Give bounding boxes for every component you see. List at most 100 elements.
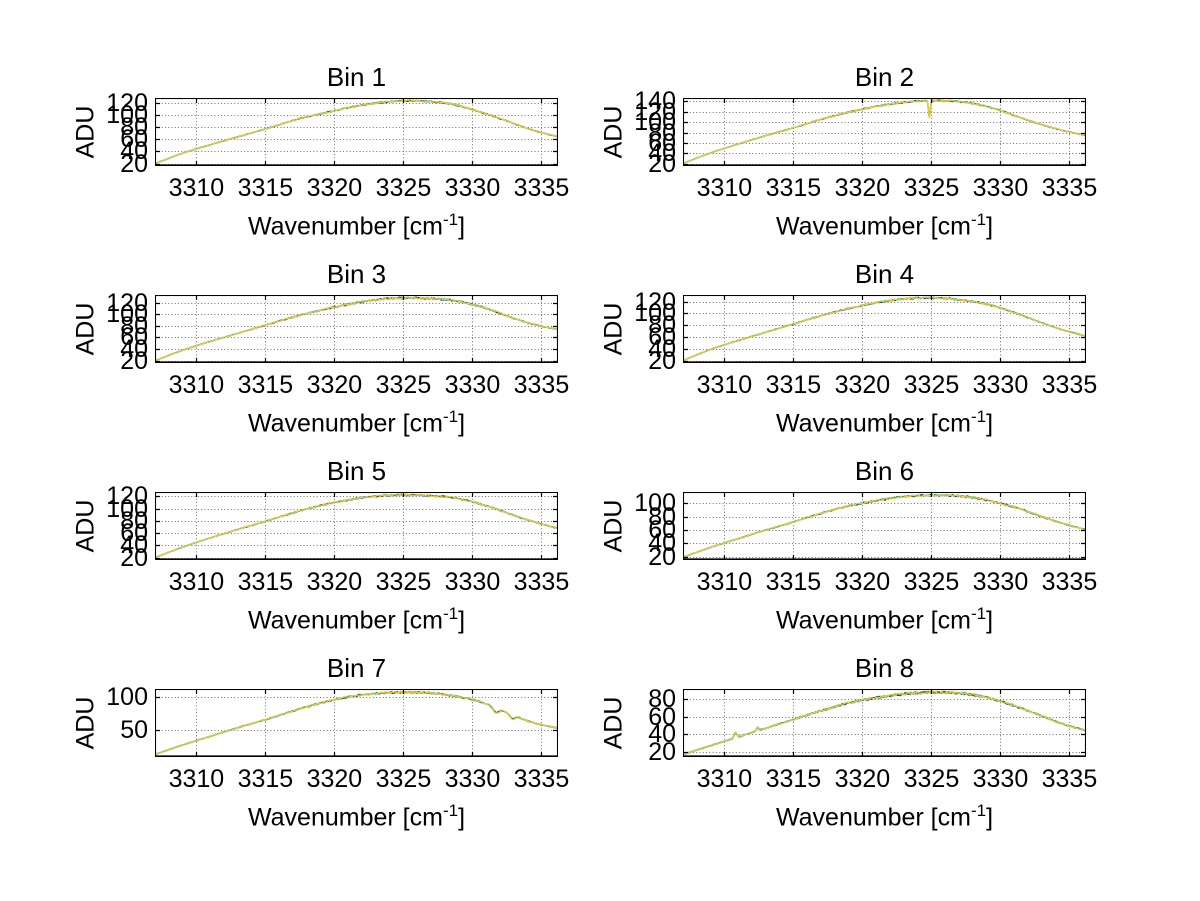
grid-lines (683, 492, 1086, 560)
trace-cyan (155, 690, 558, 755)
trace-blue (683, 494, 1086, 559)
tick-marks (155, 295, 558, 363)
x-tick-label: 3335 (513, 568, 570, 596)
y-tick-label: 80 (120, 311, 148, 340)
grid-lines (155, 98, 558, 166)
plot-area (155, 98, 558, 166)
tick-marks (683, 98, 1086, 166)
x-tick-label: 3310 (168, 568, 225, 596)
axis-box (155, 689, 558, 757)
tick-marks (683, 492, 1086, 560)
plot-area (155, 689, 558, 757)
y-tick-label: 40 (648, 720, 676, 749)
x-axis-label: Wavenumber [cm-1] (715, 801, 1055, 832)
trace-yellow (683, 494, 1086, 558)
y-tick-label: 60 (120, 125, 148, 154)
trace-black (155, 691, 558, 755)
trace-yellow (155, 296, 558, 362)
axis-box (155, 98, 558, 166)
x-axis-label-superscript: -1 (442, 210, 459, 229)
trace-green (683, 690, 1086, 755)
y-tick-label: 40 (120, 335, 148, 364)
subplot-title: Bin 6 (854, 456, 915, 486)
x-tick-label: 3315 (237, 765, 294, 793)
y-tick-label: 60 (648, 322, 676, 351)
trace-yellow (155, 99, 558, 165)
x-axis-label-text: Wavenumber [cm (775, 409, 971, 438)
trace-cyan (155, 296, 558, 362)
x-axis-label-bracket: ] (986, 409, 994, 438)
y-tick-label: 80 (648, 311, 676, 340)
trace-yellow (683, 296, 1086, 362)
subplot-title: Bin 8 (854, 653, 915, 683)
x-tick-label: 3320 (306, 568, 363, 596)
grid-lines (683, 98, 1086, 166)
x-axis-label: Wavenumber [cm-1] (715, 210, 1055, 241)
trace-green (155, 690, 558, 755)
trace-blue (683, 296, 1086, 362)
trace-cyan (683, 690, 1086, 755)
grid-lines (683, 689, 1086, 757)
y-tick-label: 60 (648, 702, 676, 731)
x-tick-label: 3330 (444, 174, 501, 202)
subplot-title: Bin 7 (326, 653, 387, 683)
y-tick-label: 100 (106, 300, 148, 329)
x-axis-label: Wavenumber [cm-1] (715, 407, 1055, 438)
x-tick-label: 3320 (306, 371, 363, 399)
x-tick-label: 3310 (696, 765, 753, 793)
y-tick-label: 40 (120, 531, 148, 560)
x-tick-label: 3325 (375, 568, 432, 596)
trace-cyan (155, 493, 558, 558)
trace-green (155, 99, 558, 164)
x-axis-label-bracket: ] (458, 212, 466, 241)
y-tick-label: 40 (648, 334, 676, 363)
y-tick-label: 60 (120, 519, 148, 548)
trace-yellow (683, 690, 1086, 756)
subplot-title: Bin 4 (854, 259, 915, 289)
y-tick-label: 20 (120, 149, 148, 178)
y-tick-label: 20 (120, 346, 148, 375)
x-tick-label: 3335 (513, 765, 570, 793)
x-tick-label: 3320 (834, 371, 891, 399)
trace-black (155, 493, 558, 559)
x-tick-label: 3310 (696, 568, 753, 596)
x-tick-label: 3320 (306, 765, 363, 793)
x-tick-label: 3330 (972, 765, 1029, 793)
x-axis-label-bracket: ] (458, 606, 466, 635)
tick-marks (683, 689, 1086, 757)
trace-black (683, 691, 1086, 755)
x-tick-label: 3335 (513, 371, 570, 399)
grid-lines (155, 492, 558, 560)
y-tick-label: 100 (106, 683, 148, 711)
trace-green (155, 296, 558, 361)
plot-area (155, 492, 558, 560)
x-axis-label-text: Wavenumber [cm (775, 212, 971, 241)
y-tick-label: 80 (648, 118, 676, 147)
y-tick-label: 60 (648, 516, 676, 544)
x-tick-label: 3315 (237, 568, 294, 596)
axis-box (155, 295, 558, 363)
x-axis-label-bracket: ] (986, 803, 994, 832)
x-tick-label: 3325 (903, 765, 960, 793)
y-tick-label: 80 (120, 506, 148, 535)
trace-blue (155, 691, 558, 756)
y-tick-label: 120 (106, 88, 148, 117)
x-tick-label: 3330 (444, 371, 501, 399)
x-tick-label: 3320 (834, 568, 891, 596)
trace-blue (683, 691, 1086, 756)
x-axis-label-superscript: -1 (970, 604, 987, 623)
x-axis-label: Wavenumber [cm-1] (187, 407, 527, 438)
x-axis-label-text: Wavenumber [cm (247, 409, 443, 438)
x-tick-label: 3330 (972, 174, 1029, 202)
trace-cyan (155, 99, 558, 164)
x-tick-label: 3325 (903, 174, 960, 202)
x-tick-label: 3310 (168, 174, 225, 202)
x-tick-label: 3325 (375, 765, 432, 793)
x-tick-label: 3315 (765, 174, 822, 202)
